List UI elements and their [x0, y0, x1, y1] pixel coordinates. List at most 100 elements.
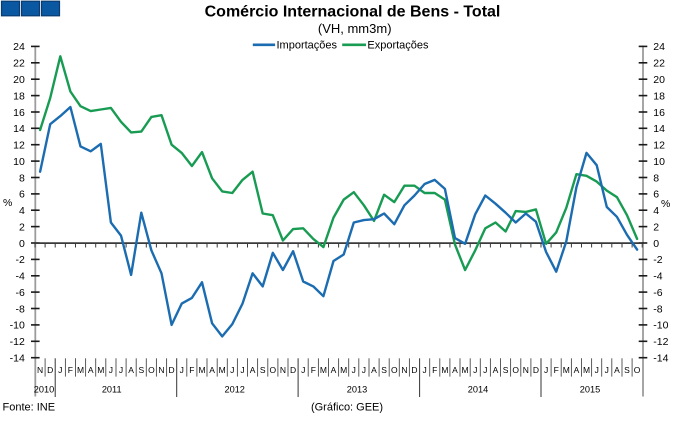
svg-text:M: M [583, 365, 590, 375]
svg-text:D: D [290, 365, 296, 375]
svg-text:S: S [138, 365, 144, 375]
svg-text:2014: 2014 [468, 385, 488, 395]
svg-text:M: M [320, 365, 327, 375]
svg-text:22: 22 [13, 58, 25, 70]
svg-text:Importações: Importações [277, 40, 338, 52]
svg-text:J: J [544, 365, 548, 375]
svg-text:20: 20 [653, 74, 665, 86]
svg-text:A: A [493, 365, 499, 375]
svg-text:-6: -6 [15, 287, 24, 299]
svg-text:O: O [269, 365, 276, 375]
svg-text:N: N [280, 365, 286, 375]
svg-text:A: A [614, 365, 620, 375]
svg-text:6: 6 [653, 189, 659, 201]
svg-text:M: M [97, 365, 104, 375]
svg-text:2: 2 [19, 221, 25, 233]
svg-text:D: D [533, 365, 539, 375]
svg-text:O: O [391, 365, 398, 375]
svg-text:F: F [68, 365, 73, 375]
svg-text:12: 12 [13, 140, 25, 152]
svg-text:-6: -6 [653, 287, 662, 299]
svg-text:O: O [148, 365, 155, 375]
svg-text:M: M [462, 365, 469, 375]
svg-text:M: M [219, 365, 226, 375]
svg-text:O: O [512, 365, 519, 375]
svg-text:J: J [473, 365, 477, 375]
svg-text:A: A [250, 365, 256, 375]
svg-text:J: J [109, 365, 113, 375]
svg-text:24: 24 [13, 41, 25, 53]
svg-text:A: A [209, 365, 215, 375]
svg-text:J: J [483, 365, 487, 375]
svg-text:J: J [119, 365, 123, 375]
svg-text:12: 12 [653, 140, 665, 152]
svg-text:Comércio Internacional de Bens: Comércio Internacional de Bens - Total [205, 4, 501, 21]
svg-text:M: M [77, 365, 84, 375]
svg-text:18: 18 [653, 90, 665, 102]
svg-text:M: M [198, 365, 205, 375]
svg-text:-8: -8 [15, 303, 24, 315]
svg-text:J: J [230, 365, 234, 375]
svg-text:J: J [180, 365, 184, 375]
svg-text:-14: -14 [10, 353, 25, 365]
svg-text:-4: -4 [653, 271, 662, 283]
svg-text:24: 24 [653, 41, 665, 53]
svg-text:A: A [128, 365, 134, 375]
svg-text:A: A [331, 365, 337, 375]
svg-text:10: 10 [653, 156, 665, 168]
svg-text:-2: -2 [15, 254, 24, 266]
svg-text:-12: -12 [653, 336, 668, 348]
svg-text:J: J [595, 365, 599, 375]
svg-text:D: D [47, 365, 53, 375]
svg-text:4: 4 [19, 205, 25, 217]
svg-text:2013: 2013 [347, 385, 367, 395]
svg-text:-10: -10 [10, 320, 25, 332]
svg-text:20: 20 [13, 74, 25, 86]
svg-text:2015: 2015 [580, 385, 600, 395]
svg-text:-8: -8 [653, 303, 662, 315]
svg-text:J: J [362, 365, 366, 375]
svg-text:0: 0 [19, 238, 25, 250]
svg-text:22: 22 [653, 58, 665, 70]
svg-text:D: D [169, 365, 175, 375]
svg-text:J: J [422, 365, 426, 375]
svg-text:(Gráfico: GEE): (Gráfico: GEE) [311, 402, 383, 414]
svg-text:N: N [37, 365, 43, 375]
svg-text:D: D [411, 365, 417, 375]
svg-text:O: O [634, 365, 641, 375]
svg-text:A: A [88, 365, 94, 375]
svg-text:14: 14 [13, 123, 25, 135]
svg-text:J: J [240, 365, 244, 375]
svg-text:N: N [523, 365, 529, 375]
svg-text:N: N [158, 365, 164, 375]
svg-text:F: F [311, 365, 316, 375]
svg-text:A: A [574, 365, 580, 375]
svg-text:F: F [432, 365, 437, 375]
svg-text:J: J [352, 365, 356, 375]
svg-text:14: 14 [653, 123, 665, 135]
svg-text:8: 8 [19, 172, 25, 184]
svg-text:%: % [3, 197, 12, 209]
svg-text:M: M [340, 365, 347, 375]
svg-text:6: 6 [19, 189, 25, 201]
svg-text:-12: -12 [10, 336, 25, 348]
svg-text:S: S [503, 365, 509, 375]
svg-text:J: J [605, 365, 609, 375]
svg-text:18: 18 [13, 90, 25, 102]
svg-text:S: S [624, 365, 630, 375]
svg-text:F: F [189, 365, 194, 375]
svg-text:N: N [401, 365, 407, 375]
svg-text:-10: -10 [653, 320, 668, 332]
svg-text:M: M [563, 365, 570, 375]
svg-text:0: 0 [653, 238, 659, 250]
svg-text:%: % [661, 198, 670, 210]
svg-text:10: 10 [13, 156, 25, 168]
svg-text:16: 16 [653, 107, 665, 119]
svg-text:Exportações: Exportações [367, 40, 429, 52]
svg-text:S: S [260, 365, 266, 375]
svg-text:M: M [441, 365, 448, 375]
svg-text:2010: 2010 [34, 385, 54, 395]
svg-text:J: J [58, 365, 62, 375]
svg-text:A: A [371, 365, 377, 375]
svg-text:2012: 2012 [224, 385, 244, 395]
